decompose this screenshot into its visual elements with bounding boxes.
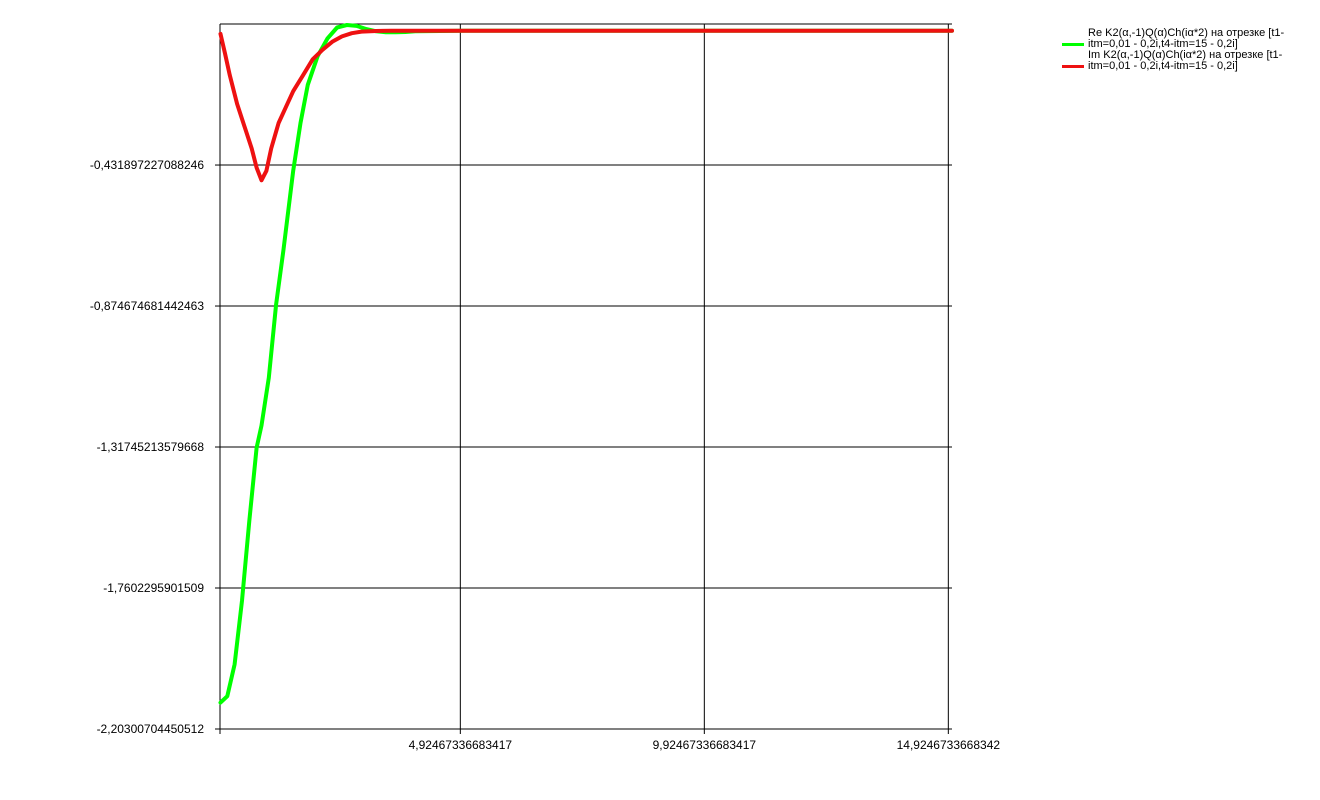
y-tick-label: -0,874674681442463 (90, 299, 204, 313)
y-tick-label: -0,431897227088246 (90, 158, 204, 172)
series-line-re (218, 23, 954, 705)
legend: Re K2(α,-1)Q(α)Ch(iα*2) на отрезке [t1-i… (1060, 28, 1290, 72)
legend-label-re: Re K2(α,-1)Q(α)Ch(iα*2) на отрезке [t1-i… (1088, 27, 1285, 50)
y-tick-label: -1,7602295901509 (103, 581, 204, 595)
legend-swatch-re (1062, 43, 1084, 46)
legend-swatch-im (1062, 65, 1084, 68)
axes (215, 23, 952, 734)
y-tick-label: -2,20300704450512 (97, 722, 205, 736)
y-tick-label: -1,31745213579668 (97, 440, 205, 454)
grid (220, 24, 952, 730)
x-tick-label: 4,92467336683417 (409, 738, 513, 752)
tick-labels: -0,431897227088246 -0,874674681442463 -1,3… (90, 158, 1000, 752)
x-tick-label: 9,92467336683417 (653, 738, 757, 752)
legend-label-im: Im K2(α,-1)Q(α)Ch(iα*2) на отрезке [t1-i… (1088, 49, 1283, 72)
legend-item-im: Im K2(α,-1)Q(α)Ch(iα*2) на отрезке [t1-i… (1060, 50, 1290, 72)
legend-item-re: Re K2(α,-1)Q(α)Ch(iα*2) на отрезке [t1-i… (1060, 28, 1290, 50)
x-tick-label: 14,9246733668342 (897, 738, 1001, 752)
series-line-im (218, 28, 954, 183)
series-group (218, 23, 954, 705)
